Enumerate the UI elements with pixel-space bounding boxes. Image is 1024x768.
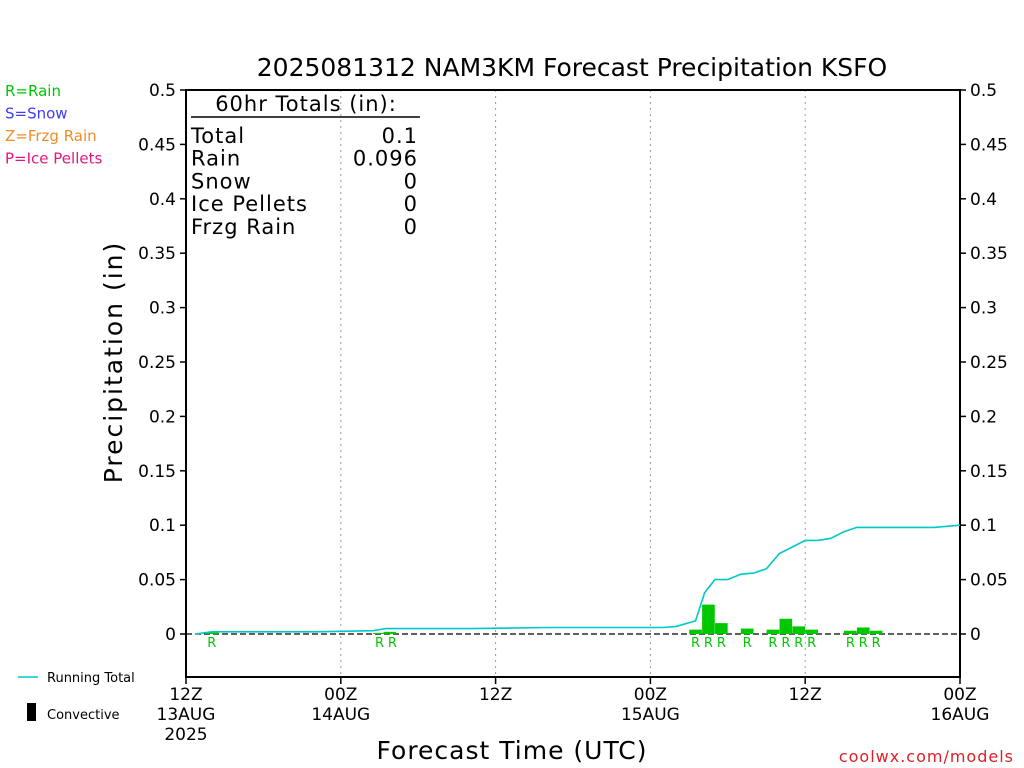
- credit-text: coolwx.com/models: [839, 747, 1014, 766]
- totals-row-label: Ice Pellets: [191, 192, 308, 216]
- y-tick-label: 0: [970, 625, 981, 645]
- convective-bar: [740, 628, 754, 634]
- x-tick-date: 14AUG: [311, 705, 370, 725]
- convective-bar: [844, 630, 857, 634]
- ptype-marker: R: [794, 636, 803, 651]
- x-tick-date: 13AUG: [157, 705, 216, 725]
- axes: [185, 89, 961, 678]
- convective-bars: [205, 604, 883, 634]
- y-tick-label: 0.45: [138, 135, 176, 155]
- ptype-marker: R: [717, 636, 726, 651]
- ptype-marker: R: [375, 636, 384, 651]
- convective-bar: [792, 626, 806, 634]
- ptype-legend-item: R=Rain: [5, 82, 61, 100]
- totals-row-label: Snow: [191, 169, 252, 193]
- convective-bar: [373, 632, 386, 634]
- ptype-legend: R=Rain S=Snow Z=Frzg Rain P=Ice Pellets: [5, 82, 102, 168]
- convective-bar: [766, 629, 780, 634]
- y-tick-label: 0: [165, 625, 176, 645]
- ptype-marker: R: [768, 636, 777, 651]
- ptype-marker: R: [743, 636, 752, 651]
- y-tick-label: 0.05: [138, 571, 176, 591]
- y-tick-label: 0.25: [138, 353, 176, 373]
- convective-bar: [715, 623, 728, 634]
- convective-bar: [689, 629, 702, 634]
- running-total-line: [194, 524, 961, 635]
- x-tick-year: 2025: [164, 725, 207, 745]
- ptype-legend-item: Z=Frzg Rain: [5, 127, 97, 145]
- running-total-polyline: [194, 524, 961, 635]
- y-tick-label: 0.2: [970, 407, 997, 427]
- ptype-legend-item: P=Ice Pellets: [5, 150, 102, 168]
- grid: [186, 90, 960, 677]
- x-tick-label: 00Z: [324, 685, 357, 705]
- ptype-marker: R: [872, 636, 881, 651]
- ptype-marker: R: [388, 636, 397, 651]
- y-ticks-left: 0.5 0.45 0.4 0.35 0.3 0.25 0.2 0.15 0.1 0.05 0: [138, 81, 186, 645]
- y-tick-label: 0.45: [970, 135, 1008, 155]
- ptype-marker: R: [781, 636, 790, 651]
- chart-title: 2025081312 NAM3KM Forecast Precipitation…: [257, 53, 887, 82]
- y-axis-label: Precipitation (in): [99, 241, 128, 484]
- convective-bar: [779, 618, 793, 634]
- ptype-marker: R: [807, 636, 816, 651]
- x-tick-label: 12Z: [169, 685, 202, 705]
- convective-bar: [805, 629, 818, 634]
- totals-row-value: 0: [404, 215, 418, 239]
- convective-bar: [856, 627, 870, 634]
- convective-bar: [869, 630, 883, 634]
- convective-bar: [205, 632, 219, 634]
- y-tick-label: 0.1: [149, 516, 176, 536]
- convective-bar: [383, 631, 397, 634]
- y-tick-label: 0.25: [970, 353, 1008, 373]
- totals-row-label: Total: [190, 124, 245, 148]
- x-tick-label: 12Z: [479, 685, 512, 705]
- y-tick-label: 0.3: [149, 299, 176, 319]
- totals-row-value: 0: [404, 192, 418, 216]
- ptype-marker: R: [704, 636, 713, 651]
- y-tick-label: 0.35: [138, 244, 176, 264]
- y-tick-label: 0.15: [970, 462, 1008, 482]
- x-tick-label: 00Z: [943, 685, 976, 705]
- y-ticks-right: 0.5 0.45 0.4 0.35 0.3 0.25 0.2 0.15 0.1 0.05 0: [960, 81, 1008, 645]
- ptype-legend-item: S=Snow: [5, 105, 68, 123]
- y-tick-label: 0.5: [149, 81, 176, 101]
- y-tick-label: 0.35: [970, 244, 1008, 264]
- x-tick-label: 00Z: [634, 685, 667, 705]
- series-legend-label: Running Total: [47, 671, 135, 686]
- totals-row-label: Rain: [191, 147, 241, 171]
- plot-frame: [185, 89, 961, 678]
- ptype-marker: R: [859, 636, 868, 651]
- y-tick-label: 0.05: [970, 571, 1008, 591]
- convective-bar: [702, 604, 715, 634]
- totals-row-value: 0.096: [353, 147, 418, 171]
- convective-swatch: [27, 703, 36, 721]
- series-legend-label: Convective: [47, 708, 120, 723]
- totals-row-value: 0.1: [382, 124, 418, 148]
- totals-row-label: Frzg Rain: [191, 215, 296, 239]
- y-tick-label: 0.1: [970, 516, 997, 536]
- x-tick-date: 16AUG: [931, 705, 990, 725]
- y-tick-label: 0.5: [970, 81, 997, 101]
- y-tick-label: 0.4: [149, 190, 176, 210]
- x-tick-label: 12Z: [789, 685, 822, 705]
- x-tick-date: 15AUG: [621, 705, 680, 725]
- ptype-marker: R: [846, 636, 855, 651]
- x-axis-label: Forecast Time (UTC): [377, 736, 648, 765]
- y-tick-label: 0.15: [138, 462, 176, 482]
- ptype-marker: R: [691, 636, 700, 651]
- y-tick-label: 0.2: [149, 407, 176, 427]
- y-tick-label: 0.4: [970, 190, 997, 210]
- totals-row-value: 0: [404, 169, 418, 193]
- y-tick-label: 0.3: [970, 299, 997, 319]
- totals-header: 60hr Totals (in):: [215, 92, 397, 116]
- ptype-marker: R: [207, 636, 216, 651]
- totals-box: 60hr Totals (in): Total 0.1 Rain 0.096 Snow 0 I…: [190, 92, 420, 239]
- series-legend: Running Total Convective: [18, 671, 135, 723]
